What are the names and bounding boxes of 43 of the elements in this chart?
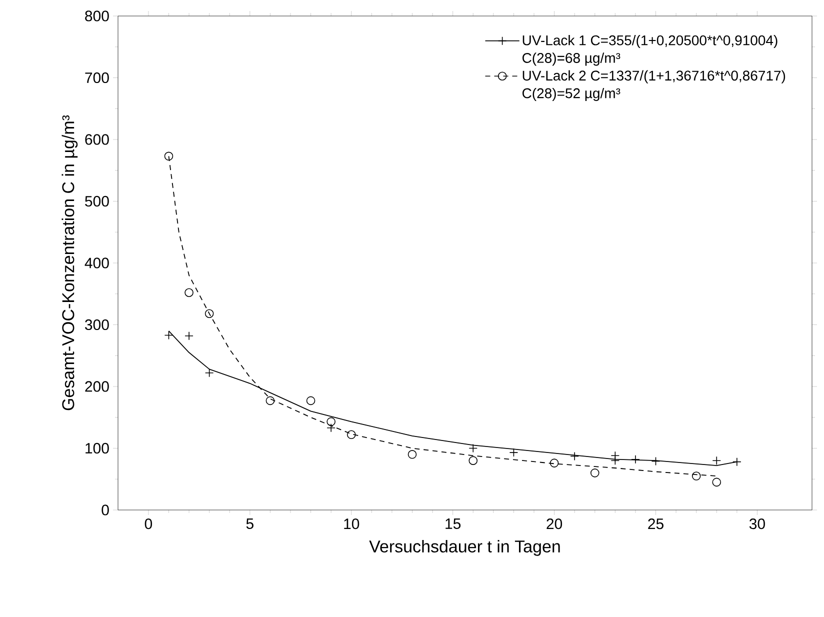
point [509, 448, 518, 457]
x-axis-title: Versuchsdauer t in Tagen [369, 540, 560, 556]
x-tick-label: 15 [446, 518, 461, 529]
point [326, 417, 336, 426]
point [732, 457, 742, 466]
point [306, 396, 316, 406]
y-tick-label: 600 [85, 134, 109, 145]
point [712, 478, 722, 487]
y-tick-label: 300 [85, 319, 109, 330]
point [346, 430, 356, 440]
y-tick-label: 500 [85, 196, 109, 207]
point [408, 450, 417, 459]
point [692, 472, 701, 480]
y-tick-label: 0 [102, 504, 109, 516]
legend-label: UV-Lack 2 C=1337/(1+1,36716*t^0,86717) [522, 70, 786, 84]
y-tick-label: 800 [85, 10, 109, 22]
annotation: C(28)=68 µg/m³ [522, 52, 620, 66]
x-tick-label: 20 [546, 518, 562, 530]
y-tick-label: 100 [86, 442, 109, 454]
point [164, 152, 174, 161]
point [590, 468, 600, 478]
point [651, 456, 660, 466]
point [468, 456, 478, 465]
point [164, 330, 174, 340]
point [204, 368, 214, 378]
legend-label: UV-Lack 1 C=355/(1+0,20500*t^0,91004) [522, 35, 778, 48]
point [204, 309, 214, 318]
x-tick-label: 25 [648, 518, 664, 530]
point [266, 396, 275, 406]
point [184, 288, 194, 298]
annotation: C(28)=52 µg/m³ [522, 88, 620, 101]
point [712, 456, 722, 465]
x-tick-label: 10 [344, 518, 360, 530]
x-tick-label: 30 [749, 518, 765, 530]
y-tick-label: 200 [85, 381, 109, 392]
x-tick-label: 0 [144, 518, 152, 530]
point [468, 444, 478, 453]
y-axis-title: Gesamt-VOC-Konzentration C in µg/m³ [62, 115, 78, 410]
point [570, 452, 579, 461]
y-tick-label: 700 [85, 72, 109, 84]
x-tick-label: 5 [246, 518, 254, 529]
y-tick-label: 400 [84, 258, 109, 268]
point [550, 458, 559, 468]
